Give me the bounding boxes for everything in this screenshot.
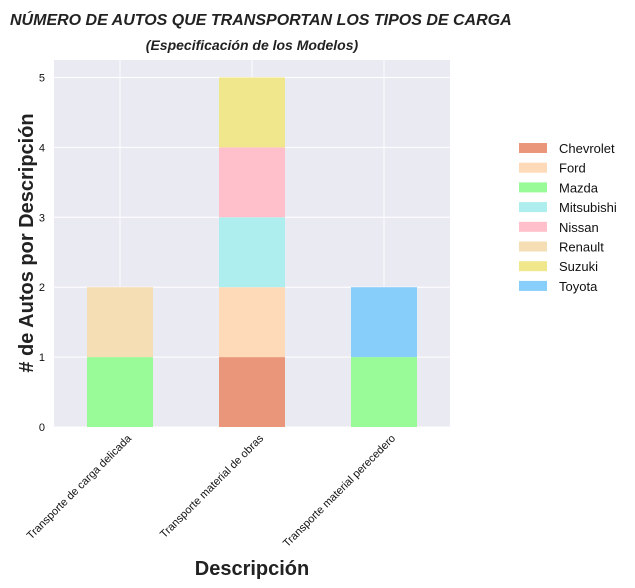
legend-swatch bbox=[519, 143, 547, 153]
x-tick-label: Transporte de carga delicada bbox=[25, 432, 135, 542]
legend-label: Suzuki bbox=[559, 259, 598, 274]
chart-subtitle: (Especificación de los Modelos) bbox=[146, 37, 359, 53]
x-tick-label: Transporte material de obras bbox=[158, 432, 266, 540]
y-tick-label: 5 bbox=[39, 72, 45, 84]
x-axis-ticks: Transporte de carga delicada Transporte m… bbox=[25, 432, 398, 550]
bar-segment bbox=[87, 357, 153, 427]
y-tick-label: 3 bbox=[39, 212, 45, 224]
bar-segment bbox=[219, 217, 285, 288]
legend-label: Ford bbox=[559, 161, 586, 176]
bar-segment bbox=[219, 147, 285, 218]
x-axis-label: Descripción bbox=[195, 558, 309, 580]
y-axis-ticks: 0 1 2 3 4 5 bbox=[39, 72, 45, 434]
legend-label: Nissan bbox=[559, 220, 599, 235]
legend-label: Renault bbox=[559, 240, 604, 255]
bar-segment bbox=[219, 77, 285, 148]
bar-segment bbox=[219, 357, 285, 427]
legend-swatch bbox=[519, 221, 547, 232]
legend-label: Toyota bbox=[559, 279, 598, 294]
bar-segment bbox=[351, 287, 417, 358]
y-tick-label: 0 bbox=[39, 422, 45, 434]
legend-swatch bbox=[519, 280, 547, 291]
bar-segment bbox=[87, 287, 153, 358]
legend-swatch bbox=[519, 162, 547, 173]
bars bbox=[87, 77, 417, 427]
legend-label: Mitsubishi bbox=[559, 200, 617, 215]
bar-segment bbox=[351, 357, 417, 427]
y-tick-label: 2 bbox=[39, 282, 45, 294]
legend-swatch bbox=[519, 261, 547, 272]
legend-swatch bbox=[519, 241, 547, 252]
legend-swatch bbox=[519, 202, 547, 213]
legend-label: Chevrolet bbox=[559, 141, 615, 156]
chart-title: NÚMERO DE AUTOS QUE TRANSPORTAN LOS TIPO… bbox=[10, 10, 512, 29]
y-tick-label: 4 bbox=[39, 142, 45, 154]
bar-segment bbox=[219, 287, 285, 358]
y-tick-label: 1 bbox=[39, 352, 45, 364]
legend: Chevrolet Ford Mazda Mitsubishi Nissan Renaul… bbox=[519, 141, 617, 294]
legend-label: Mazda bbox=[559, 180, 599, 195]
x-tick-label: Transporte material perecedero bbox=[281, 433, 398, 550]
legend-swatch bbox=[519, 182, 547, 193]
y-axis-label: # de Autos por Descripción bbox=[16, 113, 38, 372]
